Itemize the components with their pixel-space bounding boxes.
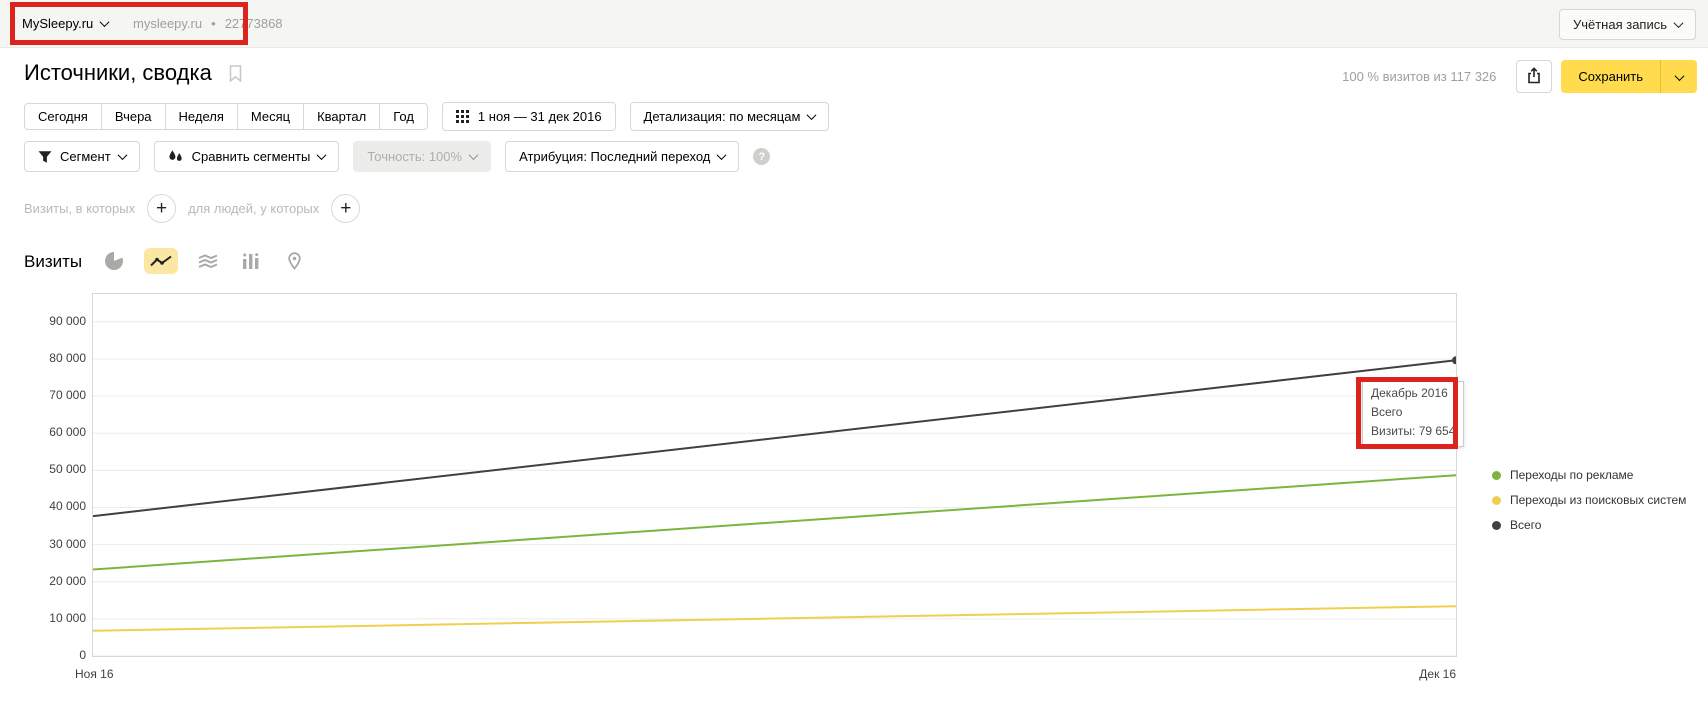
- tooltip-value: Визиты: 79 654: [1371, 424, 1456, 438]
- chevron-down-icon: [1673, 18, 1684, 29]
- y-axis-tick-label: 30 000: [49, 536, 86, 551]
- sampling-info: 100 % визитов из 117 326: [1342, 69, 1497, 84]
- accuracy-label: Точность: 100%: [367, 149, 463, 164]
- counter-info: mysleepy.ru • 22773868: [133, 0, 283, 47]
- compare-segments-dropdown[interactable]: Сравнить сегменты: [153, 141, 340, 172]
- save-button[interactable]: Сохранить: [1561, 60, 1660, 93]
- map-pin-icon[interactable]: [281, 249, 307, 273]
- attribution-dropdown[interactable]: Атрибуция: Последний переход: [505, 141, 740, 172]
- counter-name: MySleepy.ru: [22, 16, 94, 31]
- chart-svg: [93, 321, 1456, 656]
- chart-tooltip: Декабрь 2016 Всего Визиты: 79 654: [1362, 381, 1465, 447]
- legend-label: Переходы по рекламе: [1510, 468, 1634, 482]
- funnel-icon: [38, 150, 52, 164]
- date-range-button[interactable]: 1 ноя — 31 дек 2016: [441, 102, 616, 131]
- add-people-condition-button[interactable]: +: [331, 194, 361, 223]
- legend-item[interactable]: Переходы по рекламе: [1492, 468, 1686, 482]
- period-yesterday-button[interactable]: Вчера: [100, 103, 166, 130]
- compare-segments-label: Сравнить сегменты: [191, 149, 311, 164]
- legend-item[interactable]: Всего: [1492, 518, 1686, 532]
- segment-builder: Визиты, в которых + для людей, у которых…: [24, 194, 372, 223]
- x-axis-tick-label: Дек 16: [1419, 667, 1456, 681]
- visits-condition-label: Визиты, в которых: [24, 201, 136, 216]
- header-actions: 100 % визитов из 117 326 Сохранить: [1342, 60, 1697, 93]
- y-axis-tick-label: 40 000: [49, 499, 86, 514]
- period-toolbar: Сегодня Вчера Неделя Месяц Квартал Год 1…: [24, 102, 830, 131]
- chevron-down-icon: [1674, 71, 1684, 82]
- period-month-button[interactable]: Месяц: [236, 103, 305, 130]
- chart-legend: Переходы по рекламе Переходы из поисковых…: [1492, 468, 1686, 543]
- legend-dot-icon: [1492, 495, 1501, 505]
- x-axis-tick-label: Ноя 16: [75, 667, 114, 681]
- export-icon: [1526, 66, 1542, 87]
- chevron-down-icon: [716, 150, 727, 161]
- counter-domain: mysleepy.ru: [133, 16, 203, 31]
- bookmark-icon[interactable]: [229, 65, 242, 87]
- series-end-marker: [1452, 356, 1456, 365]
- counter-id: 22773868: [224, 16, 283, 31]
- counter-switcher[interactable]: MySleepy.ru: [22, 0, 110, 47]
- legend-dot-icon: [1492, 470, 1501, 480]
- legend-dot-icon: [1492, 520, 1501, 530]
- legend-label: Всего: [1510, 518, 1542, 532]
- filters-toolbar: Сегмент Сравнить сегменты Точность: 100%…: [24, 141, 771, 172]
- y-axis-tick-label: 50 000: [49, 462, 86, 477]
- account-label: Учётная запись: [1572, 17, 1667, 32]
- detail-label: Детализация: по месяцам: [643, 109, 801, 124]
- chart-type-switcher: [101, 247, 307, 275]
- date-range-label: 1 ноя — 31 дек 2016: [477, 109, 602, 124]
- droplets-icon: [168, 149, 184, 164]
- period-year-button[interactable]: Год: [379, 103, 428, 130]
- series-line: [93, 474, 1456, 571]
- stacked-area-icon[interactable]: [195, 249, 221, 273]
- chevron-down-icon: [117, 150, 128, 161]
- bar-chart-icon[interactable]: [238, 249, 264, 273]
- chevron-down-icon: [806, 110, 817, 121]
- legend-item[interactable]: Переходы из поисковых систем: [1492, 493, 1686, 507]
- period-today-button[interactable]: Сегодня: [24, 103, 102, 130]
- attribution-label: Атрибуция: Последний переход: [519, 149, 711, 164]
- period-quarter-button[interactable]: Квартал: [303, 103, 381, 130]
- top-bar: MySleepy.ru mysleepy.ru • 22773868 Учётн…: [0, 0, 1708, 48]
- chevron-down-icon: [468, 150, 479, 161]
- series-line: [93, 605, 1456, 632]
- export-button[interactable]: [1516, 60, 1553, 93]
- pie-chart-icon[interactable]: [101, 249, 127, 273]
- dot-separator: •: [211, 16, 216, 31]
- save-split-button: Сохранить: [1561, 60, 1697, 93]
- series-line: [93, 359, 1456, 518]
- detail-dropdown[interactable]: Детализация: по месяцам: [629, 102, 830, 131]
- line-chart-icon[interactable]: [144, 248, 178, 274]
- tooltip-period: Декабрь 2016: [1371, 386, 1448, 400]
- period-preset-group: Сегодня Вчера Неделя Месяц Квартал Год: [24, 103, 428, 130]
- add-visit-condition-button[interactable]: +: [147, 194, 177, 223]
- y-axis-tick-label: 20 000: [49, 573, 86, 588]
- y-axis-tick-label: 0: [79, 648, 86, 662]
- calendar-grid-icon: [455, 110, 469, 123]
- account-button[interactable]: Учётная запись: [1558, 9, 1696, 40]
- y-axis-tick-label: 80 000: [49, 350, 86, 365]
- save-dropdown-button[interactable]: [1660, 60, 1697, 93]
- legend-label: Переходы из поисковых систем: [1510, 493, 1687, 507]
- y-axis-tick-label: 90 000: [49, 313, 86, 328]
- people-condition-label: для людей, у которых: [188, 201, 320, 216]
- y-axis-tick-label: 10 000: [49, 610, 86, 625]
- metric-title: Визиты: [24, 252, 83, 271]
- page-title: Источники, сводка: [24, 60, 212, 85]
- tooltip-series: Всего: [1371, 405, 1403, 419]
- y-axis-tick-label: 70 000: [49, 388, 86, 403]
- plot-area[interactable]: [92, 293, 1457, 657]
- help-icon[interactable]: ?: [753, 148, 771, 165]
- segment-dropdown[interactable]: Сегмент: [24, 141, 140, 172]
- chevron-down-icon: [316, 150, 327, 161]
- y-axis-tick-label: 60 000: [49, 425, 86, 440]
- period-week-button[interactable]: Неделя: [164, 103, 238, 130]
- accuracy-dropdown[interactable]: Точность: 100%: [353, 141, 492, 172]
- chevron-down-icon: [99, 17, 110, 28]
- segment-label: Сегмент: [60, 149, 111, 164]
